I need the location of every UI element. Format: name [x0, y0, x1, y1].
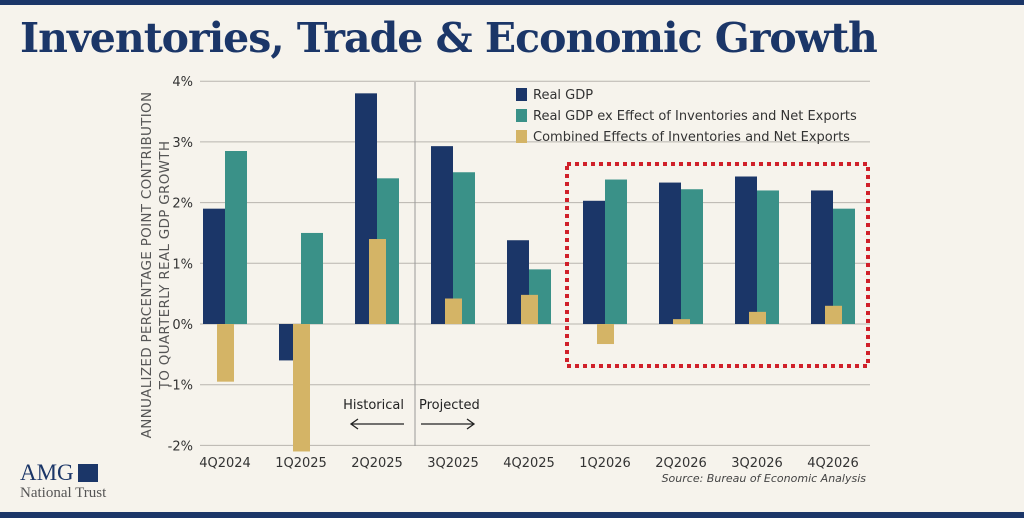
y-tick-label: -1%	[168, 379, 193, 394]
page-title: Inventories, Trade & Economic Growth	[20, 14, 878, 62]
bottom-border	[0, 512, 1024, 518]
y-tick-label: -2%	[168, 439, 193, 454]
legend-swatch	[516, 88, 527, 101]
legend-label: Real GDP ex Effect of Inventories and Ne…	[533, 109, 857, 124]
y-axis-label: ANNUALIZED PERCENTAGE POINT CONTRIBUTION	[139, 92, 155, 439]
projected-label: Projected	[419, 398, 480, 413]
legend-swatch	[516, 130, 527, 143]
bar-combined-effects	[369, 239, 386, 324]
bar-real-gdp	[735, 176, 757, 324]
bar-combined-effects	[217, 324, 234, 382]
y-tick-label: 1%	[172, 257, 193, 272]
x-tick-label: 3Q2026	[731, 456, 783, 471]
y-tick-label: 3%	[172, 136, 193, 151]
bar-combined-effects	[673, 319, 690, 324]
bar-real-gdp-ex	[681, 189, 703, 324]
y-tick-label: 0%	[172, 318, 193, 333]
y-tick-label: 2%	[172, 197, 193, 212]
bar-real-gdp	[583, 200, 605, 324]
legend-label: Real GDP	[533, 88, 593, 103]
bar-real-gdp	[811, 190, 833, 324]
top-border	[0, 0, 1024, 5]
x-tick-label: 2Q2025	[351, 456, 403, 471]
logo-mark-icon	[77, 464, 98, 482]
logo-subtext: National Trust	[20, 485, 107, 501]
bar-real-gdp	[203, 208, 225, 324]
bar-real-gdp-ex	[301, 232, 323, 324]
y-axis-label: TO QUARTERLY REAL GDP GROWTH	[157, 141, 173, 391]
historical-label: Historical	[343, 398, 404, 413]
x-tick-label: 1Q2025	[275, 456, 327, 471]
projection-highlight-box	[565, 162, 870, 368]
bar-real-gdp-ex	[453, 172, 475, 324]
bar-combined-effects	[749, 311, 766, 324]
bar-combined-effects	[445, 298, 462, 324]
bar-combined-effects	[597, 324, 614, 345]
bar-real-gdp-ex	[757, 190, 779, 324]
x-tick-label: 4Q2024	[199, 456, 251, 471]
bar-combined-effects	[825, 305, 842, 324]
bar-real-gdp-ex	[833, 208, 855, 324]
bar-real-gdp	[659, 182, 681, 324]
y-tick-label: 4%	[172, 75, 193, 90]
bar-combined-effects	[521, 294, 538, 324]
left-arrow-icon	[349, 418, 404, 430]
x-tick-label: 2Q2026	[655, 456, 707, 471]
logo-mark-peak	[97, 478, 107, 484]
x-tick-label: 3Q2025	[427, 456, 479, 471]
legend-swatch	[516, 109, 527, 122]
x-tick-label: 4Q2026	[807, 456, 859, 471]
bar-combined-effects	[293, 324, 310, 452]
source-note: Source: Bureau of Economic Analysis	[662, 472, 867, 485]
bar-real-gdp-ex	[605, 179, 627, 324]
bar-real-gdp	[431, 146, 453, 324]
right-arrow-icon	[421, 418, 476, 430]
legend-label: Combined Effects of Inventories and Net …	[533, 130, 850, 145]
bar-real-gdp-ex	[225, 151, 247, 324]
logo-text: AMG	[20, 460, 74, 485]
logo: AMG National Trust	[20, 460, 107, 502]
x-tick-label: 4Q2025	[503, 456, 555, 471]
x-tick-label: 1Q2026	[579, 456, 631, 471]
